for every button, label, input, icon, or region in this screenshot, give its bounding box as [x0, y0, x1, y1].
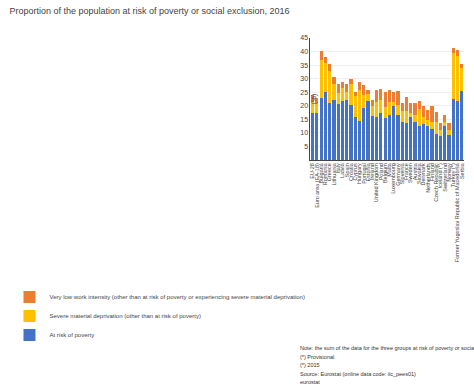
svg-text:Severe material deprivation (o: Severe material deprivation (other than …	[49, 313, 200, 319]
svg-text:Netherlands: Netherlands	[425, 163, 431, 193]
svg-text:Slovenia: Slovenia	[399, 162, 405, 184]
svg-text:United Kingdom: United Kingdom	[373, 163, 379, 203]
svg-text:At risk of poverty: At risk of poverty	[49, 332, 94, 338]
svg-text:Norway: Norway	[446, 163, 452, 182]
svg-text:Iceland (*): Iceland (*)	[437, 163, 443, 188]
svg-text:(*) 2015: (*) 2015	[300, 362, 320, 368]
svg-text:Belgium: Belgium	[382, 163, 388, 183]
svg-text:Very low work intensity (other: Very low work intensity (other than at r…	[49, 294, 304, 300]
svg-text:Czech Republic: Czech Republic	[433, 163, 439, 202]
svg-text:Hungary: Hungary	[356, 163, 362, 184]
svg-text:10: 10	[300, 129, 308, 136]
svg-text:Estonia: Estonia	[365, 162, 371, 181]
svg-text:Greece: Greece	[326, 163, 332, 181]
svg-text:Croatia: Croatia	[348, 162, 354, 181]
svg-text:Ireland: Ireland	[369, 163, 375, 180]
svg-text:Slovakia: Slovakia	[416, 162, 422, 184]
svg-text:Cyprus: Cyprus	[352, 163, 358, 181]
svg-text:Proportion of the population a: Proportion of the population at risk of …	[9, 6, 289, 16]
svg-text:30: 30	[300, 75, 308, 82]
svg-text:Italy: Italy	[335, 163, 341, 173]
svg-text:Germany: Germany	[395, 163, 401, 186]
svg-text:Lithuania: Lithuania	[331, 162, 337, 185]
svg-text:France: France	[403, 163, 409, 180]
svg-text:Finland: Finland	[429, 163, 435, 181]
svg-text:5: 5	[304, 143, 308, 150]
svg-text:Bulgaria: Bulgaria	[318, 162, 324, 183]
svg-text:Romania: Romania	[322, 162, 328, 185]
svg-text:Luxembourg: Luxembourg	[390, 163, 396, 194]
svg-text:eurostat: eurostat	[300, 379, 320, 385]
svg-text:Source: Eurostat (online data: Source: Eurostat (online data code: ilc_…	[300, 371, 416, 377]
svg-text:35: 35	[300, 62, 308, 69]
svg-text:(*) Provisional: (*) Provisional	[300, 354, 334, 360]
svg-text:Austria: Austria	[412, 162, 418, 180]
svg-text:Former Yugoslav Republic of Ma: Former Yugoslav Republic of Macedonia	[454, 162, 460, 262]
svg-text:Euro area (EA-18): Euro area (EA-18)	[314, 163, 320, 208]
svg-text:EU-28: EU-28	[309, 163, 315, 179]
svg-text:Malta: Malta	[386, 162, 392, 176]
svg-text:40: 40	[300, 48, 308, 55]
svg-text:Portugal: Portugal	[361, 163, 367, 184]
svg-text:Turkey (*): Turkey (*)	[450, 163, 456, 187]
svg-text:15: 15	[300, 116, 308, 123]
svg-text:(%): (%)	[310, 94, 318, 105]
svg-text:Latvia: Latvia	[339, 162, 345, 178]
svg-text:Switzerland: Switzerland	[442, 163, 448, 191]
svg-text:Sweden: Sweden	[407, 163, 413, 183]
svg-text:Serbia: Serbia	[459, 162, 465, 179]
svg-text:45: 45	[300, 34, 308, 41]
svg-text:Poland: Poland	[378, 163, 384, 180]
svg-text:25: 25	[300, 89, 308, 96]
svg-text:20: 20	[300, 102, 308, 109]
svg-text:Spain: Spain	[344, 163, 350, 177]
svg-text:Denmark: Denmark	[420, 163, 426, 186]
svg-text:Note: the sum of the data for: Note: the sum of the data for the three …	[300, 345, 474, 351]
